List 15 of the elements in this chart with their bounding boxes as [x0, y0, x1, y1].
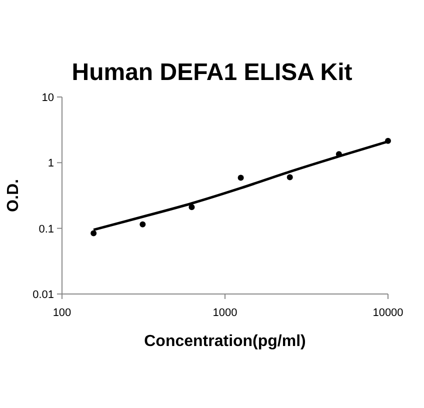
x-tick-label: 1000 — [212, 307, 238, 319]
x-tick-label: 100 — [52, 307, 72, 319]
point — [286, 174, 293, 180]
y-axis-title: O.D. — [5, 179, 22, 212]
point — [238, 174, 244, 181]
point — [90, 230, 97, 236]
x-axis-title: Concentration(pg/ml) — [144, 333, 306, 350]
point — [188, 204, 195, 210]
y-tick-label: 10 — [42, 92, 54, 104]
y-tick-label: 0.01 — [32, 289, 54, 301]
chart-title: Human DEFA1 ELISA Kit — [72, 59, 352, 86]
y-tick-label: 1 — [48, 158, 54, 170]
point — [140, 221, 146, 228]
x-tick-label: 10000 — [372, 307, 404, 319]
y-tick-label: 0.1 — [38, 223, 54, 236]
